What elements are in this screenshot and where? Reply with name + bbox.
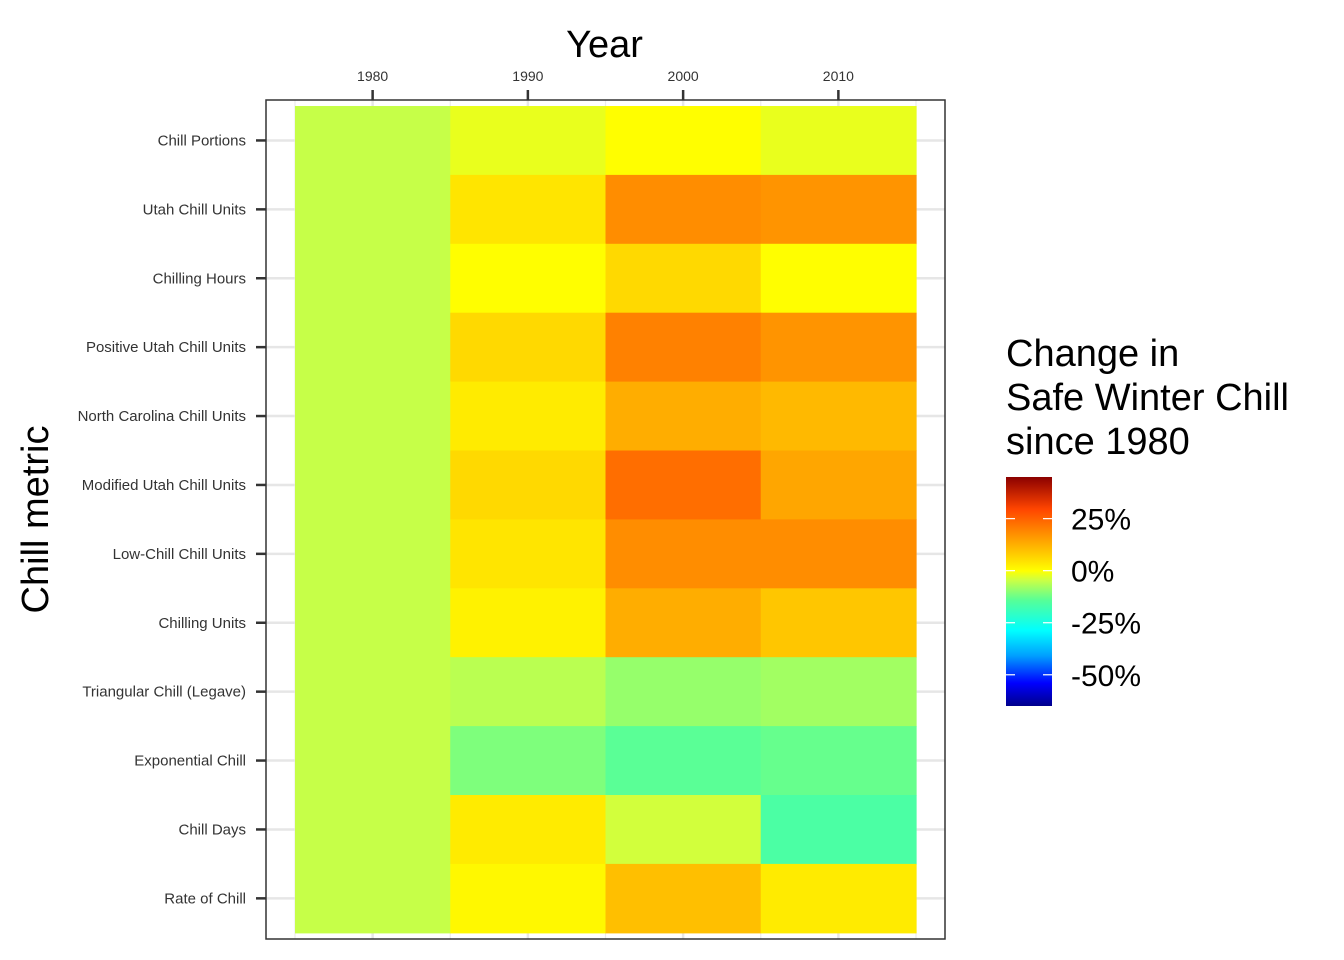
heatmap-cell bbox=[295, 588, 451, 658]
x-axis-title: Year bbox=[566, 24, 643, 66]
heatmap-cell bbox=[605, 657, 762, 727]
y-tick-label: Chill Portions bbox=[158, 132, 246, 149]
heatmap-cell bbox=[605, 726, 762, 796]
legend-ticks: 25% 0% -25% -50% bbox=[1006, 504, 1141, 693]
y-tick-label: Positive Utah Chill Units bbox=[86, 339, 246, 356]
heatmap-cell bbox=[295, 174, 451, 245]
heatmap-cell bbox=[295, 519, 451, 589]
legend-break-label: -50% bbox=[1071, 660, 1141, 693]
heatmap-cell bbox=[450, 863, 607, 934]
y-tick-label: Exponential Chill bbox=[134, 753, 246, 770]
heatmap-cells bbox=[295, 106, 917, 934]
x-axis: 1980 1990 2000 2010 bbox=[357, 68, 854, 100]
heatmap-cell bbox=[605, 106, 762, 176]
heatmap-cell bbox=[760, 381, 917, 452]
heatmap-cell bbox=[295, 243, 451, 314]
x-tick-label: 2000 bbox=[668, 68, 699, 84]
heatmap-cell bbox=[295, 657, 451, 727]
legend-title-line: Change in bbox=[1006, 333, 1179, 375]
x-tick-label: 1980 bbox=[357, 68, 388, 84]
panel-border bbox=[265, 99, 946, 940]
y-tick-label: Chill Days bbox=[178, 821, 246, 838]
heatmap-cell bbox=[605, 795, 762, 865]
heatmap-cell bbox=[760, 657, 917, 727]
heatmap-cell bbox=[450, 588, 607, 658]
heatmap-cell bbox=[450, 657, 607, 727]
heatmap-cell bbox=[605, 381, 762, 452]
y-tick-label: Utah Chill Units bbox=[143, 201, 246, 218]
legend-break-label: 25% bbox=[1071, 504, 1131, 537]
heatmap-cell bbox=[760, 726, 917, 796]
y-tick-label: Modified Utah Chill Units bbox=[82, 477, 246, 494]
heatmap-cell bbox=[295, 795, 451, 865]
heatmap-cell bbox=[295, 450, 451, 520]
legend-title-line: since 1980 bbox=[1006, 421, 1190, 463]
heatmap-cell bbox=[450, 795, 607, 865]
heatmap-cell bbox=[605, 243, 762, 314]
y-axis-title: Chill metric bbox=[15, 426, 57, 614]
legend-title: Change in Safe Winter Chill since 1980 bbox=[1006, 333, 1289, 463]
y-tick-label: Triangular Chill (Legave) bbox=[82, 684, 246, 701]
legend-break-label: -25% bbox=[1071, 608, 1141, 641]
heatmap-cell bbox=[605, 312, 762, 383]
heatmap-cell bbox=[760, 863, 917, 934]
heatmap-cell bbox=[605, 588, 762, 658]
heatmap-cell bbox=[295, 726, 451, 796]
y-tick-label: Rate of Chill bbox=[164, 890, 246, 907]
legend-colorbar bbox=[1006, 477, 1052, 706]
y-tick-label: North Carolina Chill Units bbox=[78, 408, 246, 425]
heatmap-cell bbox=[450, 726, 607, 796]
heatmap-cell bbox=[450, 312, 607, 383]
heatmap-cell bbox=[295, 312, 451, 383]
y-axis: Chill Portions Utah Chill Units Chilling H… bbox=[78, 132, 266, 907]
heatmap-cell bbox=[450, 243, 607, 314]
heatmap-cell bbox=[760, 795, 917, 865]
heatmap-cell bbox=[760, 588, 917, 658]
heatmap-cell bbox=[605, 174, 762, 245]
heatmap-cell bbox=[760, 519, 917, 589]
heatmap-cell bbox=[605, 863, 762, 934]
heatmap-cell bbox=[295, 381, 451, 452]
x-tick-label: 1990 bbox=[512, 68, 543, 84]
heatmap-cell bbox=[450, 174, 607, 245]
heatmap-cell bbox=[760, 312, 917, 383]
legend-title-line: Safe Winter Chill bbox=[1006, 377, 1289, 419]
color-legend: Change in Safe Winter Chill since 1980 25%… bbox=[1006, 333, 1289, 706]
heatmap-cell bbox=[760, 106, 917, 176]
heatmap-cell bbox=[605, 519, 762, 589]
y-tick-label: Chilling Hours bbox=[153, 270, 246, 287]
heatmap-cell bbox=[295, 106, 451, 176]
heatmap-cell bbox=[760, 450, 917, 520]
heatmap-cell bbox=[450, 106, 607, 176]
heatmap-cell bbox=[760, 174, 917, 245]
heatmap-cell bbox=[450, 381, 607, 452]
heatmap-cell bbox=[450, 450, 607, 520]
heatmap-cell bbox=[295, 863, 451, 934]
x-tick-label: 2010 bbox=[823, 68, 854, 84]
heatmap-cell bbox=[450, 519, 607, 589]
y-tick-label: Low-Chill Chill Units bbox=[113, 546, 246, 563]
y-tick-label: Chilling Units bbox=[158, 615, 246, 632]
legend-break-label: 0% bbox=[1071, 556, 1114, 589]
heatmap-cell bbox=[760, 243, 917, 314]
heatmap-cell bbox=[605, 450, 762, 520]
